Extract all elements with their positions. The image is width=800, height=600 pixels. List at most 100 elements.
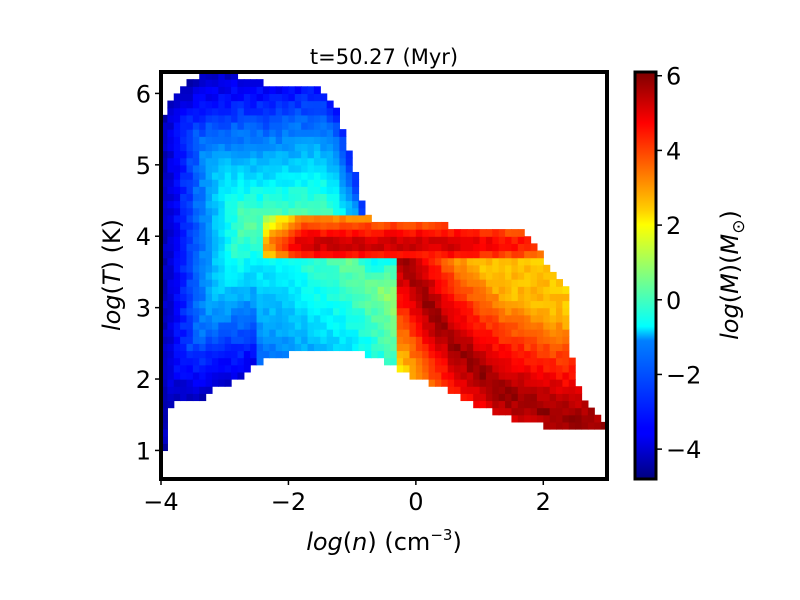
heatmap-cell	[454, 364, 462, 373]
heatmap-cell	[492, 300, 500, 309]
heatmap-cell	[262, 193, 270, 202]
heatmap-cell	[211, 293, 219, 302]
heatmap-cell	[556, 279, 563, 287]
heatmap-cell	[167, 329, 175, 337]
heatmap-cell	[294, 200, 302, 209]
heatmap-cell	[371, 229, 379, 237]
heatmap-cell	[167, 343, 175, 352]
heatmap-cell	[333, 236, 340, 244]
heatmap-cell	[167, 371, 175, 380]
heatmap-cell	[243, 100, 251, 109]
heatmap-cell	[173, 271, 181, 280]
heatmap-cell	[358, 343, 366, 352]
heatmap-cell	[333, 157, 340, 166]
heatmap-cell	[237, 364, 245, 373]
heatmap-cell	[167, 379, 175, 387]
heatmap-cell	[192, 136, 200, 144]
heatmap-cell	[549, 307, 557, 316]
heatmap-cell	[479, 293, 487, 302]
heatmap-cell	[218, 207, 226, 216]
heatmap-cell	[269, 186, 277, 194]
heatmap-cell	[434, 264, 442, 273]
x-tick-label: −4	[143, 488, 178, 516]
heatmap-cell	[441, 321, 449, 330]
heatmap-cell	[180, 164, 188, 173]
heatmap-cell	[161, 357, 168, 366]
heatmap-cell	[320, 307, 328, 316]
heatmap-cell	[186, 379, 194, 387]
heatmap-cell	[288, 214, 296, 223]
heatmap-cell	[479, 343, 487, 352]
heatmap-cell	[275, 350, 283, 359]
heatmap-cell	[180, 314, 188, 323]
heatmap-cell	[562, 364, 570, 373]
heatmap-cell	[250, 264, 258, 273]
heatmap-cell	[434, 357, 442, 366]
heatmap-cell	[345, 157, 353, 166]
heatmap-cell	[339, 250, 347, 259]
heatmap-cell	[275, 279, 283, 287]
heatmap-cell	[205, 336, 213, 344]
heatmap-cell	[333, 336, 340, 344]
heatmap-cell	[320, 336, 328, 344]
heatmap-cell	[294, 336, 302, 344]
heatmap-cell	[161, 207, 168, 216]
heatmap-cell	[262, 300, 270, 309]
heatmap-cell	[262, 164, 270, 173]
heatmap-cell	[205, 143, 213, 152]
heatmap-cell	[333, 271, 340, 280]
heatmap-cell	[205, 193, 213, 202]
heatmap-cell	[390, 221, 398, 230]
heatmap-cell	[517, 371, 525, 380]
heatmap-cell	[288, 193, 296, 202]
heatmap-cell	[256, 200, 264, 209]
heatmap-cell	[575, 421, 583, 430]
heatmap-cell	[371, 307, 379, 316]
heatmap-cell	[536, 357, 544, 366]
heatmap-cell	[447, 243, 455, 252]
heatmap-cell	[282, 243, 290, 252]
heatmap-cell	[396, 243, 404, 252]
heatmap-cell	[517, 407, 525, 416]
heatmap-cell	[505, 236, 513, 244]
heatmap-cell	[428, 343, 436, 352]
heatmap-cell	[403, 321, 411, 330]
heatmap-cell	[211, 307, 219, 316]
heatmap-cell	[371, 329, 379, 337]
heatmap-cell	[485, 314, 493, 323]
heatmap-cell	[250, 114, 258, 123]
heatmap-cell	[543, 329, 551, 337]
heatmap-cell	[173, 350, 181, 359]
heatmap-cell	[205, 157, 213, 166]
heatmap-cell	[320, 314, 328, 323]
heatmap-cell	[556, 314, 563, 323]
heatmap-cell	[161, 293, 168, 302]
heatmap-cell	[543, 279, 551, 287]
heatmap-cell	[320, 271, 328, 280]
heatmap-cell	[556, 350, 563, 359]
heatmap-cell	[218, 79, 226, 87]
heatmap-cell	[333, 329, 340, 337]
heatmap-cell	[415, 250, 423, 259]
heatmap-cell	[549, 414, 557, 423]
heatmap-cell	[485, 357, 493, 366]
heatmap-cell	[301, 336, 309, 344]
heatmap-cell	[498, 236, 506, 244]
heatmap-cell	[403, 250, 411, 259]
heatmap-cell	[371, 293, 379, 302]
heatmap-cell	[250, 79, 258, 87]
heatmap-cell	[243, 221, 251, 230]
heatmap-cell	[237, 221, 245, 230]
heatmap-cell	[224, 307, 232, 316]
colorbar-tick-label: 4	[666, 137, 681, 165]
heatmap-cell	[403, 350, 411, 359]
heatmap-cell	[422, 271, 430, 280]
heatmap-cell	[326, 300, 334, 309]
heatmap-cell	[243, 164, 251, 173]
heatmap-cell	[288, 243, 296, 252]
heatmap-cell	[345, 250, 353, 259]
heatmap-cell	[333, 179, 340, 187]
heatmap-cell	[511, 307, 519, 316]
heatmap-cell	[377, 286, 385, 294]
heatmap-cell	[505, 314, 513, 323]
